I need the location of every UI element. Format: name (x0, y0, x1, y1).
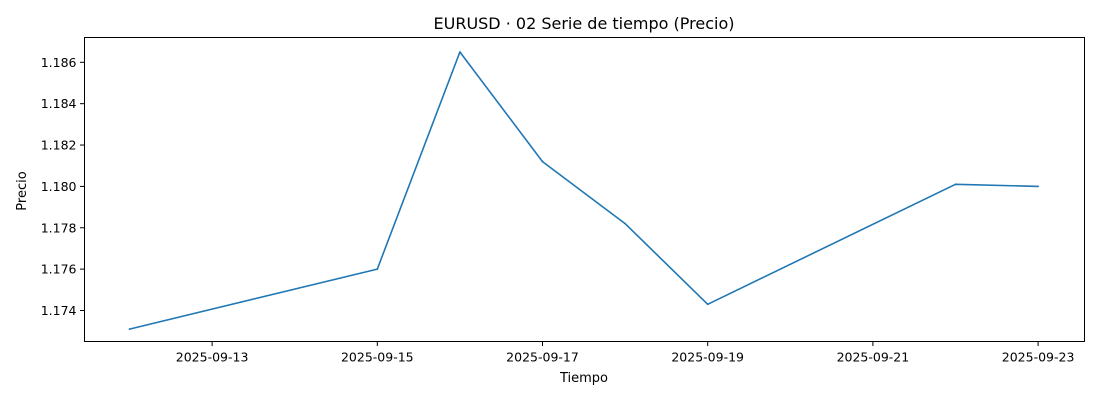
y-tick-label: 1.184 (41, 96, 77, 111)
y-tick-label: 1.176 (41, 262, 77, 277)
x-tick-label: 2025-09-15 (341, 350, 414, 365)
data-point (541, 160, 544, 163)
series-layer (128, 51, 1039, 330)
y-axis-label: Precio (15, 171, 30, 210)
plot-area (84, 37, 1085, 342)
data-point (376, 268, 379, 271)
data-point (459, 51, 461, 53)
data-point (954, 183, 957, 186)
y-tick-label: 1.178 (41, 220, 77, 235)
x-tick-label: 2025-09-13 (176, 350, 249, 365)
y-tick-label: 1.182 (41, 138, 77, 153)
x-tick-label: 2025-09-21 (837, 350, 910, 365)
x-tick-label: 2025-09-17 (506, 350, 579, 365)
x-axis: 2025-09-13 2025-09-15 2025-09-17 2025-09-19… (176, 341, 1075, 365)
chart-title: EURUSD · 02 Serie de tiempo (Precio) (434, 14, 735, 33)
data-point (624, 222, 626, 225)
series-line-0 (129, 51, 1039, 330)
y-axis: 1.174 1.176 1.178 1.180 1.182 1.184 1.186 (41, 55, 85, 318)
y-tick-label: 1.186 (41, 55, 77, 70)
data-point (128, 328, 131, 330)
x-axis-label: Tiempo (559, 371, 608, 386)
data-point (1037, 185, 1039, 188)
data-point (706, 303, 709, 306)
x-tick-label: 2025-09-23 (1002, 350, 1075, 365)
x-tick-label: 2025-09-19 (671, 350, 744, 365)
y-tick-label: 1.174 (41, 303, 77, 318)
y-tick-label: 1.180 (41, 179, 77, 194)
